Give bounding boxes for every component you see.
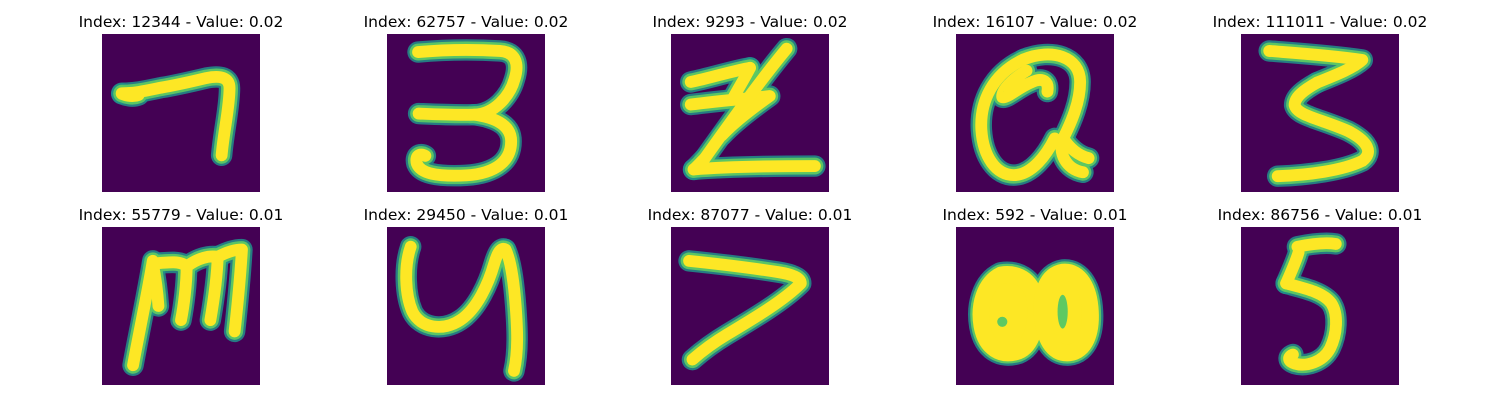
- panel-title: Index: 111011 - Value: 0.02: [1212, 13, 1428, 31]
- letter-image-m: [102, 227, 260, 385]
- glyph-stroke-layer: [684, 42, 821, 176]
- glyph-stroke-layer: [975, 48, 1095, 181]
- digit-image-3: [387, 34, 545, 192]
- panel-title: Index: 12344 - Value: 0.02: [78, 13, 284, 31]
- letter-image-q: [956, 34, 1114, 192]
- glyph-stroke-layer: [410, 44, 523, 182]
- panel-title: Index: 592 - Value: 0.01: [942, 206, 1128, 224]
- glyph-stroke-layer: [972, 263, 1099, 362]
- panel-title: Index: 62757 - Value: 0.02: [363, 13, 569, 31]
- glyph-stroke-layer: [115, 70, 236, 162]
- digit-image-5: [1241, 227, 1399, 385]
- panel-title: Index: 87077 - Value: 0.01: [647, 206, 853, 224]
- digit-image-8: [956, 227, 1114, 385]
- letter-image-y: [387, 227, 545, 385]
- panel-title: Index: 55779 - Value: 0.01: [78, 206, 284, 224]
- glyph-stroke-layer: [1280, 237, 1342, 371]
- panel-title: Index: 86756 - Value: 0.01: [1217, 206, 1423, 224]
- glyph-stroke-layer: [400, 240, 524, 377]
- glyph-stroke-layer: [1263, 45, 1374, 183]
- letter-image-z: [671, 34, 829, 192]
- panel-title: Index: 16107 - Value: 0.02: [932, 13, 1138, 31]
- digit-image-7: [102, 34, 260, 192]
- panel-title: Index: 9293 - Value: 0.02: [652, 13, 848, 31]
- glyph-stroke-layer: [127, 243, 248, 372]
- glyph-stroke-layer: [683, 254, 807, 366]
- digit-image-3: [1241, 34, 1399, 192]
- digit-image-7: [671, 227, 829, 385]
- panel-title: Index: 29450 - Value: 0.01: [363, 206, 569, 224]
